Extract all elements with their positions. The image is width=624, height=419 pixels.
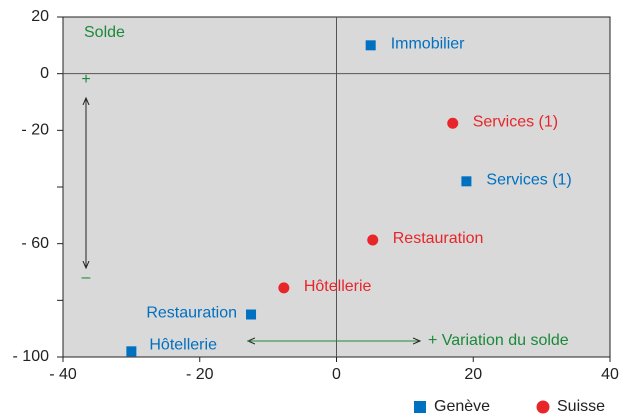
point [246,309,257,320]
annotation: Solde [84,24,125,41]
annotation: + Variation du solde [428,332,569,349]
point [367,234,379,246]
annotation: + [81,71,90,88]
point [461,176,472,187]
point-label: Restauration [393,230,484,247]
point-label: Immobilier [391,36,465,53]
x-tick-label: - 20 [186,366,214,383]
point-label: Hôtellerie [149,337,217,354]
legend-swatch [414,401,426,413]
y-tick-label: - 20 [21,122,49,139]
x-tick-label: 20 [464,366,482,383]
point-label: Restauration [146,305,237,322]
point-label: Hôtellerie [304,278,372,295]
annotation: – [82,269,91,286]
y-tick-label: 0 [40,65,49,82]
point [447,117,459,129]
legend-label: Genève [434,398,490,415]
point-label: Services (1) [486,172,571,189]
x-tick-label: 40 [601,366,619,383]
plot-layer [63,17,610,357]
point [126,346,137,357]
y-tick-label: - 60 [21,235,49,252]
legend-swatch [536,400,550,414]
y-tick-label: - 100 [13,348,50,365]
legend-label: Suisse [557,398,605,415]
point [278,282,290,294]
x-tick-label: - 40 [49,366,77,383]
point-label: Services (1) [473,113,558,130]
y-tick-label: 20 [31,8,49,25]
point [365,40,376,51]
x-tick-label: 0 [332,366,341,383]
